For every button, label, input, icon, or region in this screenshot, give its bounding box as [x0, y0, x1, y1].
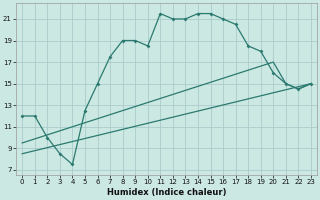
X-axis label: Humidex (Indice chaleur): Humidex (Indice chaleur) [107, 188, 226, 197]
